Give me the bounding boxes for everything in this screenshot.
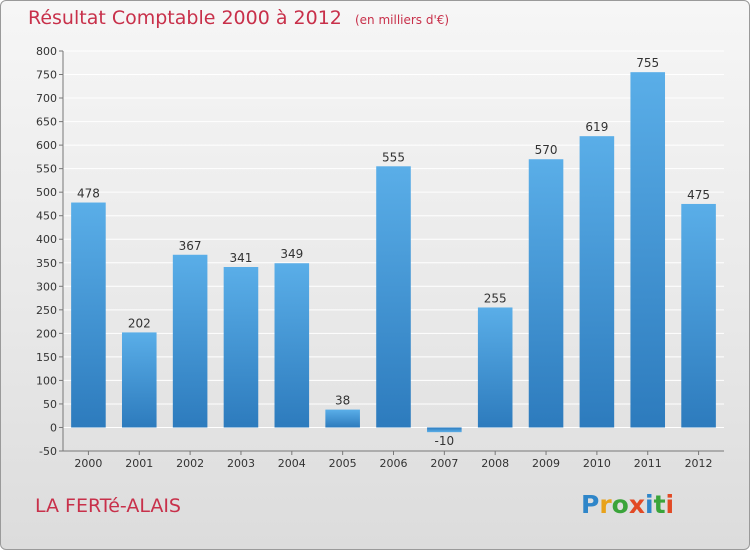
y-tick-label: 400 [36,233,57,246]
x-tick-label: 2012 [685,457,713,470]
y-tick-label: 750 [36,69,57,82]
data-label: 555 [382,150,405,164]
x-tick-label: 2006 [380,457,408,470]
y-tick-label: 50 [43,398,57,411]
x-tick-label: 2002 [176,457,204,470]
x-tick-label: 2011 [634,457,662,470]
y-tick-label: 300 [36,280,57,293]
y-tick-label: 650 [36,116,57,129]
data-label: 202 [128,316,151,330]
data-label: 478 [77,187,100,201]
commune-name: LA FERTé-ALAIS [35,495,181,517]
data-label: 341 [230,251,253,265]
logo-letter: o [611,490,629,519]
chart-subtitle: (en milliers d'€) [354,13,450,27]
data-label: 619 [585,120,608,134]
y-tick-label: 800 [36,45,57,58]
x-tick-label: 2007 [430,457,458,470]
data-label: 570 [535,143,558,157]
x-tick-label: 2009 [532,457,560,470]
bar-2008 [477,307,513,428]
logo-letter: r [599,490,612,519]
x-tick-label: 2010 [583,457,611,470]
bar-2007 [427,427,462,433]
y-tick-label: 250 [36,304,57,317]
data-label: 367 [179,239,202,253]
bar-2011 [630,72,666,428]
x-tick-label: 2003 [227,457,255,470]
y-tick-label: 550 [36,163,57,176]
bar-2004 [274,263,310,428]
x-tick-label: 2000 [74,457,102,470]
logo-letter: t [653,490,666,519]
x-tick-label: 2005 [329,457,357,470]
x-tick-label: 2001 [125,457,153,470]
bar-2003 [223,267,259,428]
logo-letter: P [581,490,600,519]
bar-2001 [121,332,157,428]
data-label: 38 [335,394,350,408]
bar-2012 [681,203,716,428]
chart-title-block: Résultat Comptable 2000 à 2012 (en milli… [28,7,449,29]
data-label: 349 [280,247,303,261]
bar-2009 [528,159,564,428]
proxiti-logo: Proxiti [581,490,674,519]
data-label: 255 [484,291,507,305]
x-tick-label: 2008 [481,457,509,470]
y-tick-label: -50 [39,445,57,458]
y-tick-label: 150 [36,351,57,364]
y-tick-label: 700 [36,92,57,105]
y-tick-label: 600 [36,139,57,152]
chart-title: Résultat Comptable 2000 à 2012 [28,7,342,29]
y-tick-label: 350 [36,257,57,270]
logo-letter: i [645,490,654,519]
y-tick-label: 450 [36,210,57,223]
y-tick-label: 200 [36,327,57,340]
bar-2002 [172,254,208,428]
data-label: 755 [636,56,659,70]
y-tick-label: 100 [36,374,57,387]
bar-2000 [71,202,106,428]
bar-2010 [579,136,615,428]
y-tick-label: 500 [36,186,57,199]
y-tick-label: 0 [50,421,57,434]
logo-letter: i [665,490,675,519]
bar-2006 [376,166,411,428]
x-tick-label: 2004 [278,457,306,470]
bar-2005 [325,409,360,428]
logo-letter: x [628,490,645,519]
data-label: -10 [435,434,455,448]
data-label: 475 [687,188,710,202]
